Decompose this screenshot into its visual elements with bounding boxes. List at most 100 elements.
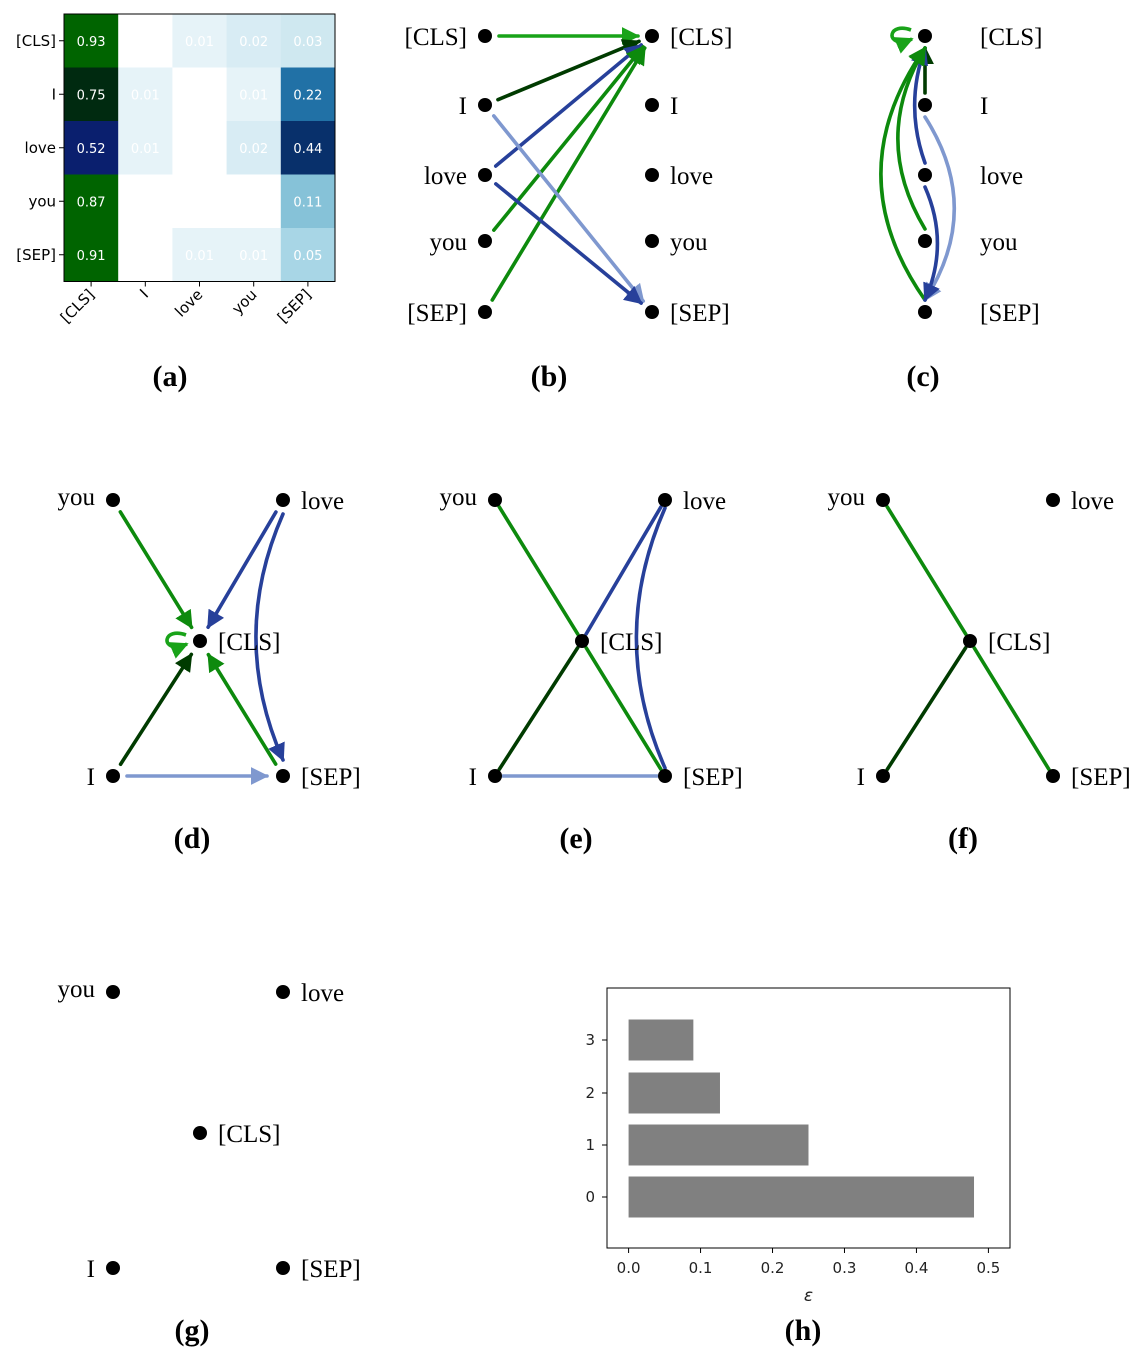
- heatmap-row-label: [CLS]: [16, 32, 56, 50]
- graph-node-dot: [276, 493, 290, 507]
- x-tick-label: 0.5: [976, 1259, 1000, 1277]
- graph-node-dot: [276, 1261, 290, 1275]
- graph-node-dot: [106, 985, 120, 999]
- graph-edge: [972, 646, 1051, 771]
- graph-node-dot: [963, 634, 977, 648]
- graph-edge: [494, 182, 643, 305]
- graph-node-dot: [645, 234, 659, 248]
- panel-d-graph: you love [CLS] I [SEP]: [58, 484, 361, 791]
- heatmap-cell: [226, 121, 282, 175]
- graph-node-dot: [918, 305, 932, 319]
- graph-node-label-love: love: [1071, 488, 1114, 515]
- graph-node-dot: [918, 234, 932, 248]
- graph-edge: [491, 114, 646, 303]
- graph-node-dot: [918, 98, 932, 112]
- heatmap-cell: [172, 14, 228, 68]
- graph-node-label-sep: [SEP]: [407, 300, 467, 327]
- heatmap-value-label: 0.01: [239, 88, 268, 103]
- graph-node-dot: [478, 168, 492, 182]
- graph-self-loop: [165, 631, 189, 659]
- heatmap-value-label: 0.01: [239, 249, 268, 264]
- graph-node-dot: [478, 305, 492, 319]
- heatmap-value-label: 0.01: [131, 142, 160, 157]
- graph-edge: [497, 505, 580, 636]
- graph-edge: [584, 646, 663, 771]
- graph-node-label-you: you: [440, 484, 478, 511]
- heatmap-cell: [226, 174, 282, 229]
- heatmap-cell: [280, 174, 336, 229]
- y-tick-label: 2: [585, 1084, 595, 1102]
- graph-node-dot: [1046, 493, 1060, 507]
- heatmap-col-label: I: [136, 286, 152, 302]
- heatmap-value-label: 0.03: [293, 35, 322, 50]
- x-tick-label: 0.0: [617, 1259, 641, 1277]
- heatmap-cell: [64, 67, 119, 122]
- heatmap-cell: [118, 228, 173, 282]
- graph-edge: [118, 510, 194, 630]
- graph-node-label-you: you: [828, 484, 866, 511]
- graph-edge: [923, 115, 956, 302]
- heatmap-cell: [172, 67, 228, 122]
- graph-node-label-sep: [SEP]: [670, 300, 730, 327]
- heatmap-row-label: I: [52, 85, 56, 103]
- graph-node-label-love: love: [301, 488, 344, 515]
- graph-node-label-i: I: [670, 93, 678, 120]
- heatmap-cell: [118, 67, 173, 122]
- graph-node-dot: [645, 98, 659, 112]
- graph-node-dot: [645, 29, 659, 43]
- panel-caption-f: (f): [948, 822, 978, 855]
- graph-node-dot: [106, 1261, 120, 1275]
- graph-node-dot: [276, 985, 290, 999]
- heatmap-value-label: 0.01: [185, 35, 214, 50]
- heatmap-cell: [280, 121, 336, 175]
- heatmap-value-label: 0.52: [77, 142, 106, 157]
- graph-node-label-cls: [CLS]: [218, 1121, 281, 1148]
- panel-g-graph: you love [CLS] I [SEP]: [58, 976, 361, 1283]
- heatmap-cell: [172, 228, 228, 282]
- graph-node-dot: [918, 168, 932, 182]
- heatmap-cell: [226, 67, 282, 122]
- graph-node-label-sep: [SEP]: [301, 764, 361, 791]
- heatmap-cell: [118, 121, 173, 175]
- graph-node-label-you: you: [58, 976, 96, 1003]
- graph-edge: [584, 505, 663, 636]
- graph-panels: [CLS]Iloveyou[SEP][CLS]Iloveyou[SEP][CLS…: [58, 24, 1131, 1283]
- graph-node-label-love: love: [301, 980, 344, 1007]
- panel-e-graph: you love [CLS] I [SEP]: [440, 484, 743, 791]
- graph-node-dot: [488, 493, 502, 507]
- panel-captions: (a) (b) (c) (d) (e) (f) (g) (h): [153, 360, 978, 1347]
- heatmap-value-label: 0.87: [77, 195, 106, 210]
- graph-edge: [492, 45, 645, 232]
- heatmap-cell: [64, 14, 119, 68]
- graph-edge: [206, 510, 278, 630]
- graph-node-dot: [876, 769, 890, 783]
- y-tick-label: 3: [585, 1031, 595, 1049]
- graph-edge: [497, 645, 580, 772]
- heatmap-value-label: 0.05: [293, 249, 322, 264]
- heatmap-col-label: you: [228, 286, 260, 318]
- graph-edge: [885, 645, 968, 772]
- heatmap-cell: [172, 121, 228, 175]
- panel-f-graph: you love [CLS] I [SEP]: [828, 484, 1131, 791]
- x-axis-label: ε: [804, 1286, 813, 1306]
- heatmap-value-label: 0.75: [77, 88, 106, 103]
- bar: [628, 1072, 720, 1114]
- graph-node-dot: [645, 305, 659, 319]
- graph-node-label-you: you: [670, 229, 708, 256]
- y-tick-label: 1: [585, 1136, 595, 1154]
- graph-node-dot: [106, 493, 120, 507]
- x-tick-label: 0.2: [761, 1259, 785, 1277]
- graph-edge: [254, 512, 285, 762]
- graph-edge: [496, 39, 641, 102]
- bar: [628, 1124, 809, 1166]
- bar: [628, 1019, 694, 1061]
- graph-node-dot: [658, 769, 672, 783]
- x-tick-label: 0.4: [905, 1259, 929, 1277]
- graph-node-label-cls: [CLS]: [405, 24, 468, 51]
- heatmap-value-label: 0.02: [239, 35, 268, 50]
- heatmap-cell: [118, 174, 173, 229]
- graph-node-dot: [478, 98, 492, 112]
